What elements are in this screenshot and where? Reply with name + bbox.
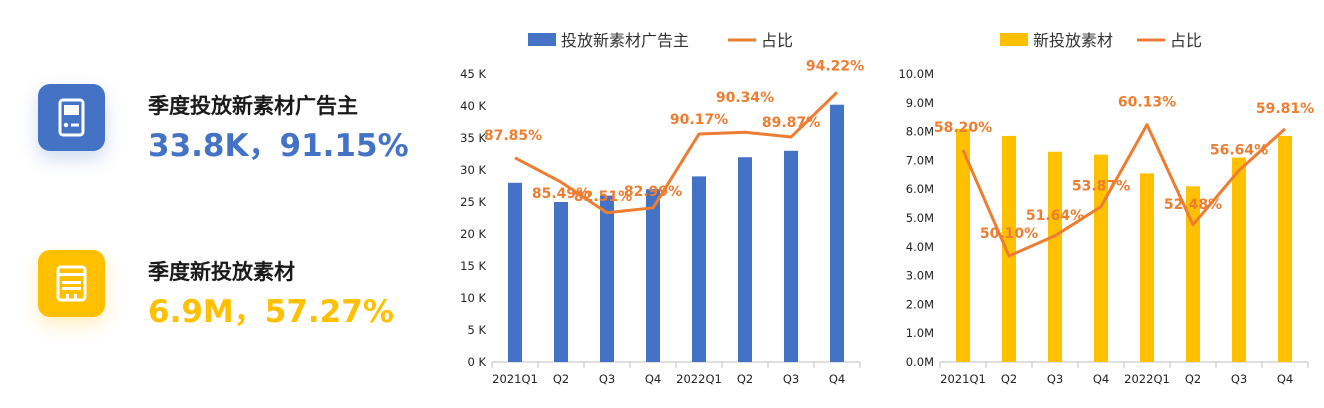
kpi-title: 季度投放新素材广告主 <box>148 94 358 118</box>
data-label: 58.20% <box>934 120 992 136</box>
bar <box>830 104 844 362</box>
x-tick-label: Q4 <box>829 372 845 386</box>
bar <box>1232 157 1246 362</box>
y-tick-label: 5 K <box>467 323 486 337</box>
legend-bar-label: 投放新素材广告主 <box>561 31 689 50</box>
y-tick-label: 6.0M <box>906 182 934 196</box>
y-tick-label: 35 K <box>460 131 486 145</box>
y-tick-label: 40 K <box>460 99 486 113</box>
data-label: 90.34% <box>716 90 774 106</box>
ratio-line <box>961 123 1287 258</box>
y-tick-label: 20 K <box>460 227 486 241</box>
y-tick-label: 5.0M <box>906 211 934 225</box>
data-label: 94.22% <box>806 58 864 74</box>
data-label: 56.64% <box>1210 142 1268 158</box>
bar <box>600 195 614 362</box>
bar <box>738 157 752 362</box>
x-tick-label: Q2 <box>737 372 753 386</box>
ratio-line <box>514 91 839 215</box>
y-tick-label: 4.0M <box>906 240 934 254</box>
x-tick-label: 2021Q1 <box>492 372 538 386</box>
y-tick-label: 9.0M <box>906 96 934 110</box>
data-label: 85.49% <box>532 186 590 202</box>
y-tick-label: 25 K <box>460 195 486 209</box>
y-tick-label: 10.0M <box>898 67 934 81</box>
legend-line-label: 占比 <box>761 31 793 50</box>
legend-bar-swatch <box>1000 33 1028 46</box>
bar <box>1186 186 1200 362</box>
legend-line-label: 占比 <box>1170 31 1202 50</box>
kpi-value: 6.9M，57.27% <box>148 294 394 330</box>
bar <box>1140 173 1154 362</box>
y-tick-label: 10 K <box>460 291 486 305</box>
x-tick-label: Q4 <box>645 372 661 386</box>
y-tick-label: 3.0M <box>906 269 934 283</box>
legend-bar-swatch <box>528 33 556 46</box>
y-tick-label: 0.0M <box>906 355 934 369</box>
kpi-title: 季度新投放素材 <box>148 260 295 284</box>
advertiser-device-icon <box>38 84 105 151</box>
x-tick-label: Q4 <box>1093 372 1109 386</box>
x-tick-label: Q3 <box>599 372 615 386</box>
y-tick-label: 2.0M <box>906 297 934 311</box>
y-tick-label: 1.0M <box>906 326 934 340</box>
bar <box>1048 151 1062 362</box>
data-label: 82.51% <box>574 189 632 205</box>
data-label: 89.87% <box>762 115 820 131</box>
material-film-icon <box>38 250 105 317</box>
data-label: 50.10% <box>980 226 1038 242</box>
data-label: 60.13% <box>1118 95 1176 111</box>
bar <box>1002 135 1016 362</box>
data-label: 90.17% <box>670 112 728 128</box>
kpi-advertisers: 季度投放新素材广告主 33.8K，91.15% <box>38 84 418 164</box>
x-tick-label: 2022Q1 <box>676 372 722 386</box>
data-label: 51.64% <box>1026 208 1084 224</box>
data-label: 82.99% <box>624 184 682 200</box>
data-label: 52.48% <box>1164 197 1222 213</box>
x-tick-label: Q2 <box>553 372 569 386</box>
x-tick-label: Q3 <box>783 372 799 386</box>
x-tick-label: Q2 <box>1001 372 1017 386</box>
y-tick-label: 0 K <box>467 355 486 369</box>
x-tick-label: 2021Q1 <box>940 372 986 386</box>
x-tick-label: Q4 <box>1277 372 1293 386</box>
bar <box>1094 154 1108 362</box>
y-tick-label: 8.0M <box>906 125 934 139</box>
bar <box>646 189 660 362</box>
kpi-value: 33.8K，91.15% <box>148 128 409 164</box>
bar <box>692 176 706 362</box>
legend-bar-label: 新投放素材 <box>1033 31 1113 50</box>
x-tick-label: 2022Q1 <box>1124 372 1170 386</box>
chart-materials: 新投放素材 占比 0.0M 1.0M 2.0M 3.0M 4.0M 5.0M 6.0M 7.0M 8… <box>898 31 1314 386</box>
data-label: 59.81% <box>1256 101 1314 117</box>
bar <box>1278 135 1292 362</box>
y-tick-label: 7.0M <box>906 153 934 167</box>
bar <box>508 182 522 362</box>
kpi-materials: 季度新投放素材 6.9M，57.27% <box>38 250 418 330</box>
y-tick-label: 45 K <box>460 67 486 81</box>
y-tick-label: 30 K <box>460 163 486 177</box>
y-tick-label: 15 K <box>460 259 486 273</box>
bar <box>956 128 970 362</box>
bar <box>784 150 798 362</box>
data-label: 87.85% <box>484 128 542 144</box>
chart-advertisers: 投放新素材广告主 占比 0 K 5 K 10 K 15 K 20 K 25 K 30 K 35 K… <box>460 31 864 386</box>
bar <box>554 202 568 362</box>
x-tick-label: Q2 <box>1185 372 1201 386</box>
x-tick-label: Q3 <box>1047 372 1063 386</box>
data-label: 53.87% <box>1072 179 1130 195</box>
x-tick-label: Q3 <box>1231 372 1247 386</box>
